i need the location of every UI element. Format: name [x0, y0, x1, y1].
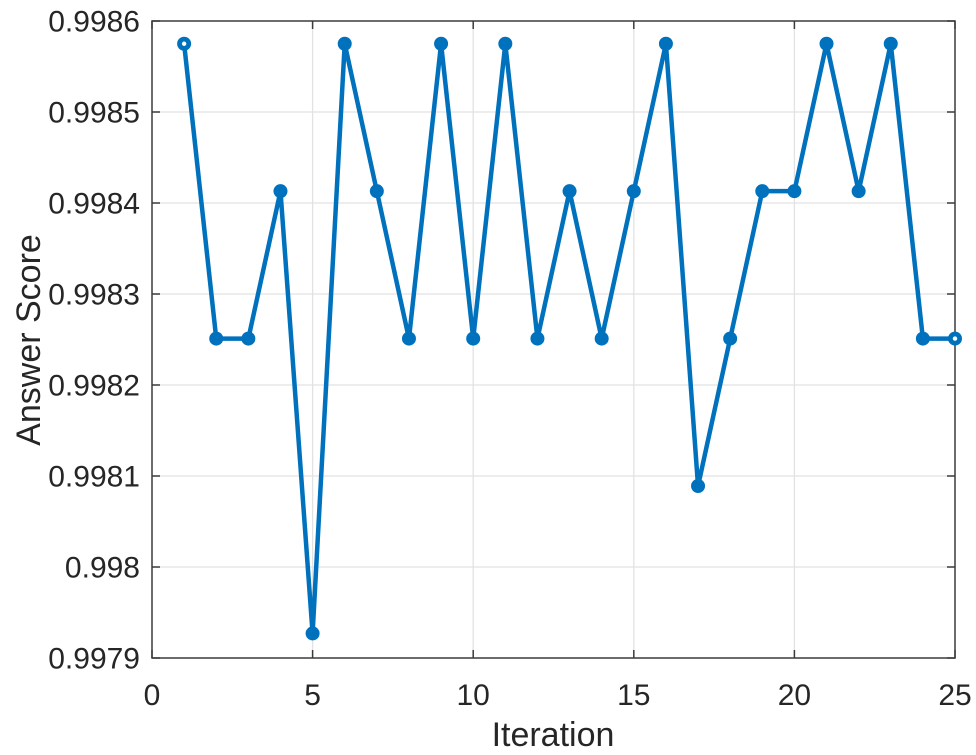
data-point-marker — [241, 331, 256, 346]
data-point-marker — [562, 184, 577, 199]
x-tick-label: 25 — [938, 679, 971, 712]
data-point-marker — [434, 36, 449, 51]
data-point-marker — [626, 184, 641, 199]
y-axis-label: Answer Score — [10, 234, 48, 446]
data-series-answer-score — [177, 36, 962, 641]
x-tick-label: 15 — [617, 679, 650, 712]
y-tick-labels: 0.9979 0.998 0.9981 0.9982 0.9983 0.9984 0.998… — [48, 6, 140, 676]
y-tick-label: 0.9984 — [48, 188, 140, 221]
y-tick-label: 0.9981 — [48, 461, 140, 494]
y-tick-label: 0.9979 — [48, 643, 140, 676]
data-point-marker — [658, 36, 673, 51]
data-point-marker — [466, 331, 481, 346]
data-point-marker — [755, 184, 770, 199]
x-tick-labels: 0 5 10 15 20 25 — [144, 679, 972, 712]
x-axis-label: Iteration — [492, 716, 615, 754]
data-point-marker — [723, 331, 738, 346]
x-tick-label: 10 — [457, 679, 490, 712]
y-tick-label: 0.998 — [65, 552, 140, 585]
grid-lines — [152, 21, 955, 658]
endpoint-marker-center — [181, 41, 187, 46]
data-point-marker — [691, 479, 706, 494]
data-point-marker — [915, 331, 930, 346]
data-point-marker — [273, 184, 288, 199]
endpoint-marker-center — [952, 336, 958, 341]
data-point-marker — [787, 184, 802, 199]
data-point-marker — [209, 331, 224, 346]
data-point-marker — [369, 184, 384, 199]
x-tick-label: 5 — [304, 679, 321, 712]
data-point-marker — [401, 331, 416, 346]
data-point-marker — [883, 36, 898, 51]
data-point-marker — [337, 36, 352, 51]
data-point-marker — [530, 331, 545, 346]
data-point-marker — [819, 36, 834, 51]
y-tick-label: 0.9985 — [48, 97, 140, 130]
y-tick-label: 0.9982 — [48, 370, 140, 403]
data-point-marker — [594, 331, 609, 346]
data-point-marker — [851, 184, 866, 199]
x-tick-label: 0 — [144, 679, 161, 712]
data-point-marker — [498, 36, 513, 51]
x-tick-label: 20 — [778, 679, 811, 712]
y-tick-label: 0.9986 — [48, 6, 140, 39]
plot-area — [152, 21, 955, 658]
data-point-marker — [305, 626, 320, 641]
y-tick-label: 0.9983 — [48, 279, 140, 312]
